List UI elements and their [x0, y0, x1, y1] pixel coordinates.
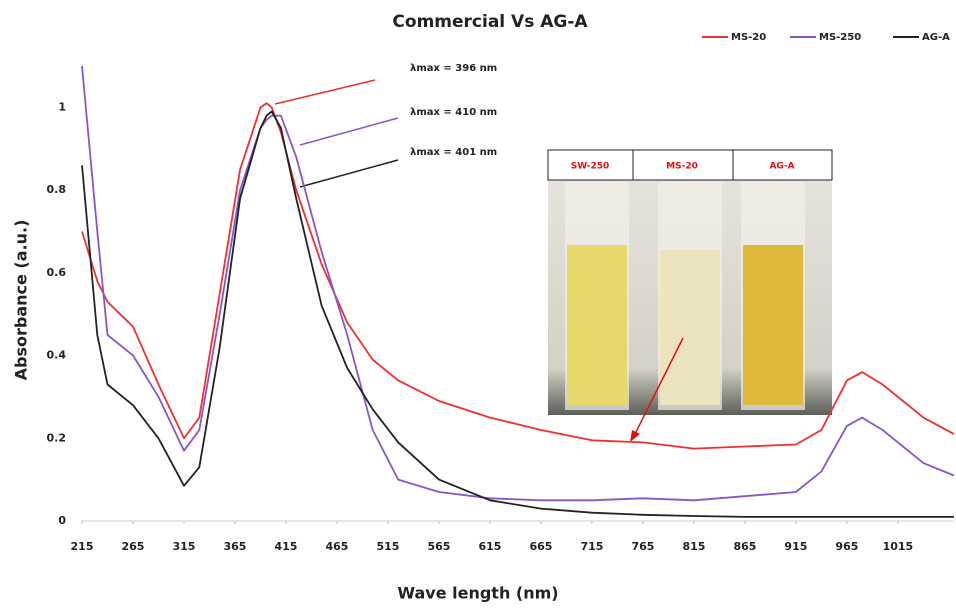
x-tick-label: 865	[733, 540, 756, 553]
y-tick-label: 0.4	[47, 349, 67, 362]
x-tick-label: 565	[427, 540, 450, 553]
inset-label: AG-A	[769, 162, 794, 172]
x-axis-label: Wave length (nm)	[397, 584, 558, 603]
y-tick-label: 1	[58, 100, 66, 113]
leader-line	[300, 118, 398, 145]
y-axis-label: Absorbance (a.u.)	[12, 220, 31, 381]
y-tick-label: 0.8	[47, 183, 67, 196]
x-tick-label: 765	[631, 540, 654, 553]
legend-label: MS-20	[731, 32, 766, 43]
y-tick-label: 0.2	[47, 431, 67, 444]
leader-line	[275, 80, 375, 104]
x-tick-label: 365	[223, 540, 246, 553]
x-tick-label: 615	[478, 540, 501, 553]
x-tick-label: 915	[784, 540, 807, 553]
y-tick-label: 0	[58, 514, 66, 527]
x-tick-label: 265	[122, 540, 145, 553]
x-tick-label: 1015	[883, 540, 914, 553]
x-tick-label: 665	[529, 540, 552, 553]
legend-label: AG-A	[922, 32, 950, 43]
annotation: λmax = 401 nm	[410, 147, 497, 158]
annotation: λmax = 396 nm	[410, 63, 497, 74]
chart: Commercial Vs AG-A Wave length (nm) Abso…	[0, 0, 956, 612]
x-tick-label: 215	[71, 540, 94, 553]
x-tick-label: 465	[325, 540, 348, 553]
x-tick-label: 515	[376, 540, 399, 553]
x-tick-label: 815	[682, 540, 705, 553]
x-tick-label: 415	[274, 540, 297, 553]
leader-line	[300, 160, 398, 187]
annotation: λmax = 410 nm	[410, 107, 497, 118]
chart-title: Commercial Vs AG-A	[392, 12, 588, 32]
legend-label: MS-250	[819, 32, 861, 43]
inset-photo: SW-250 MS-20 AG-A	[548, 150, 832, 442]
x-tick-label: 315	[173, 540, 196, 553]
x-tick-label: 715	[580, 540, 603, 553]
inset-label: SW-250	[571, 162, 610, 172]
inset-label: MS-20	[666, 162, 698, 172]
x-tick-label: 965	[835, 540, 858, 553]
y-tick-label: 0.6	[47, 266, 67, 279]
